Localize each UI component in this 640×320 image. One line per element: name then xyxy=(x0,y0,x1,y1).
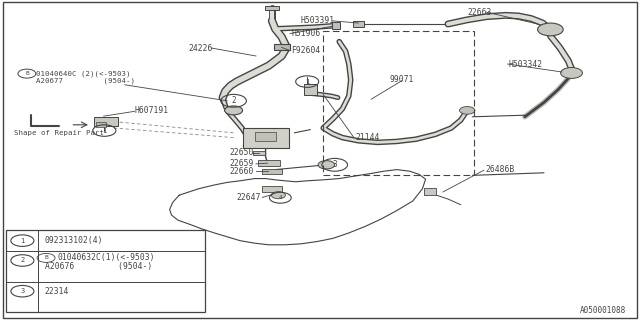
Text: 22647: 22647 xyxy=(237,193,261,202)
Text: 1: 1 xyxy=(102,128,106,133)
Text: H503342: H503342 xyxy=(509,60,543,68)
Text: F92604: F92604 xyxy=(291,46,321,55)
Text: 01040640C (2)(<-9503): 01040640C (2)(<-9503) xyxy=(36,70,131,77)
Text: 22650: 22650 xyxy=(229,148,253,157)
Bar xyxy=(257,160,280,166)
Text: B: B xyxy=(25,71,29,76)
Text: Shape of Repair Part: Shape of Repair Part xyxy=(14,130,104,136)
Circle shape xyxy=(225,106,243,115)
Circle shape xyxy=(271,192,285,199)
Text: 26486B: 26486B xyxy=(485,165,515,174)
Bar xyxy=(243,128,289,148)
Text: 99071: 99071 xyxy=(389,75,413,84)
Text: 24226: 24226 xyxy=(189,44,213,52)
Text: 22663: 22663 xyxy=(467,8,492,17)
Bar xyxy=(262,169,282,173)
Text: 22660: 22660 xyxy=(229,167,253,176)
Text: H51906: H51906 xyxy=(291,29,321,38)
Text: 2: 2 xyxy=(20,258,24,263)
Bar xyxy=(304,84,317,95)
Circle shape xyxy=(538,23,563,36)
Bar xyxy=(274,44,290,50)
Text: 3: 3 xyxy=(20,288,24,294)
Bar xyxy=(255,132,276,141)
Circle shape xyxy=(460,107,475,114)
Text: 22659: 22659 xyxy=(229,159,253,168)
Text: 22314: 22314 xyxy=(45,287,69,296)
Text: A20677         (9504-): A20677 (9504-) xyxy=(36,77,136,84)
Text: 092313102(4): 092313102(4) xyxy=(45,236,103,245)
Text: 3: 3 xyxy=(332,160,337,169)
Text: H503391: H503391 xyxy=(301,16,335,25)
Text: 1: 1 xyxy=(20,238,24,244)
Text: 2: 2 xyxy=(231,96,236,105)
Text: H607191: H607191 xyxy=(134,106,168,115)
Text: 01040632C(1)(<-9503): 01040632C(1)(<-9503) xyxy=(58,253,155,262)
Bar xyxy=(265,6,279,10)
Bar xyxy=(353,21,364,27)
Text: 4: 4 xyxy=(278,195,282,200)
Bar xyxy=(332,22,340,29)
Bar xyxy=(96,122,106,127)
Bar xyxy=(94,117,118,126)
Circle shape xyxy=(318,161,335,169)
Bar xyxy=(424,188,436,195)
Bar xyxy=(323,31,474,175)
Circle shape xyxy=(561,68,582,78)
Text: B: B xyxy=(44,255,48,260)
Bar xyxy=(253,151,265,155)
Text: A050001088: A050001088 xyxy=(580,306,626,315)
Text: A20676         (9504-): A20676 (9504-) xyxy=(45,262,152,271)
Text: 21144: 21144 xyxy=(355,133,380,142)
Bar xyxy=(6,230,205,312)
Bar xyxy=(262,186,282,192)
Text: 1: 1 xyxy=(305,79,309,84)
